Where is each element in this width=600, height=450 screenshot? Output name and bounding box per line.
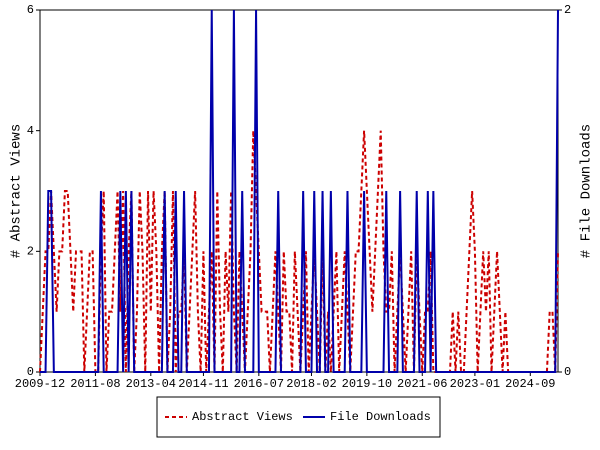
x-tick-label: 2021-06 [397, 377, 447, 391]
y-axis-label: # Abstract Views [9, 124, 25, 258]
series-line [39, 130, 559, 373]
x-tick-label: 2024-09 [505, 377, 555, 391]
x-tick-label: 2009-12 [15, 377, 65, 391]
x-tick-label: 2019-10 [342, 377, 392, 391]
legend-label: File Downloads [330, 410, 431, 424]
y2-axis-label: # File Downloads [579, 124, 595, 258]
y-tick-label: 0 [27, 365, 34, 379]
y-tick-label: 4 [27, 124, 34, 138]
x-tick-label: 2013-04 [126, 377, 176, 391]
x-tick-label: 2014-11 [178, 377, 228, 391]
y-tick-label: 6 [27, 3, 34, 17]
legend-box [156, 396, 441, 438]
series-line [40, 9, 559, 373]
x-tick-label: 2016-07 [234, 377, 284, 391]
legend-label: Abstract Views [192, 410, 293, 424]
x-tick-label: 2018-02 [286, 377, 336, 391]
y-tick-label: 2 [27, 245, 34, 259]
x-tick-label: 2011-08 [70, 377, 120, 391]
y2-tick-label: 0 [564, 365, 571, 379]
x-tick-label: 2023-01 [450, 377, 500, 391]
y2-tick-label: 2 [564, 3, 571, 17]
